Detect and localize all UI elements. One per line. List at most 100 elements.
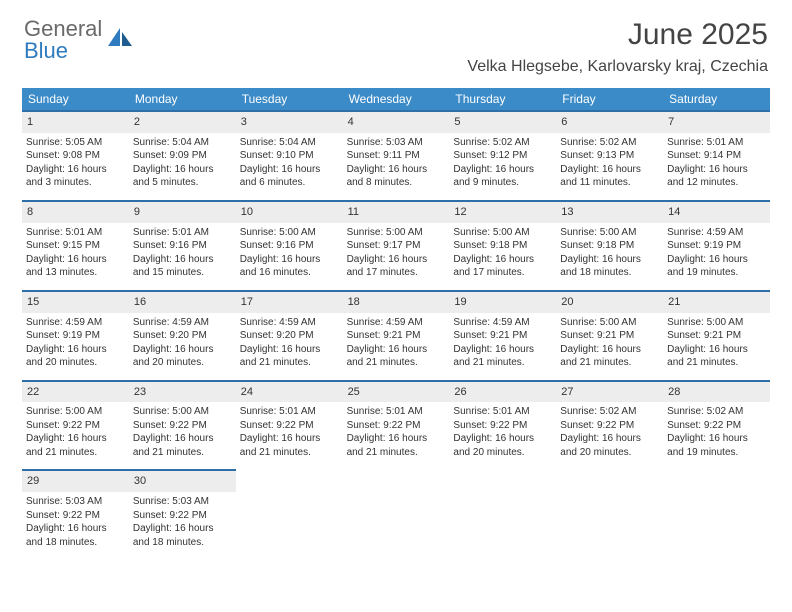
day-day1: Daylight: 16 hours: [26, 522, 125, 536]
day-cell: 12Sunrise: 5:00 AMSunset: 9:18 PMDayligh…: [449, 200, 556, 284]
day-number: 28: [663, 380, 770, 403]
day-sunrise: Sunrise: 4:59 AM: [347, 316, 446, 330]
day-cell: [556, 469, 663, 553]
week-row: 29Sunrise: 5:03 AMSunset: 9:22 PMDayligh…: [22, 469, 770, 553]
day-day1: Daylight: 16 hours: [347, 163, 446, 177]
day-sunrise: Sunrise: 4:59 AM: [240, 316, 339, 330]
day-sunset: Sunset: 9:16 PM: [240, 239, 339, 253]
day-cell: 7Sunrise: 5:01 AMSunset: 9:14 PMDaylight…: [663, 110, 770, 194]
day-number: 3: [236, 110, 343, 133]
day-cell: 21Sunrise: 5:00 AMSunset: 9:21 PMDayligh…: [663, 290, 770, 374]
day-sunset: Sunset: 9:08 PM: [26, 149, 125, 163]
day-number: 26: [449, 380, 556, 403]
day-number: 15: [22, 290, 129, 313]
day-day1: Daylight: 16 hours: [667, 253, 766, 267]
day-day2: and 20 minutes.: [26, 356, 125, 370]
day-day2: and 8 minutes.: [347, 176, 446, 190]
week-row: 8Sunrise: 5:01 AMSunset: 9:15 PMDaylight…: [22, 200, 770, 284]
day-cell: 28Sunrise: 5:02 AMSunset: 9:22 PMDayligh…: [663, 380, 770, 464]
day-number: 4: [343, 110, 450, 133]
day-cell: 11Sunrise: 5:00 AMSunset: 9:17 PMDayligh…: [343, 200, 450, 284]
week-row: 1Sunrise: 5:05 AMSunset: 9:08 PMDaylight…: [22, 110, 770, 194]
day-day1: Daylight: 16 hours: [667, 343, 766, 357]
day-number: 12: [449, 200, 556, 223]
day-number: 18: [343, 290, 450, 313]
day-day2: and 3 minutes.: [26, 176, 125, 190]
day-number: 19: [449, 290, 556, 313]
day-number: 23: [129, 380, 236, 403]
day-number: 1: [22, 110, 129, 133]
day-sunset: Sunset: 9:22 PM: [26, 419, 125, 433]
day-number: 8: [22, 200, 129, 223]
day-day1: Daylight: 16 hours: [240, 432, 339, 446]
day-day2: and 15 minutes.: [133, 266, 232, 280]
day-sunrise: Sunrise: 5:00 AM: [347, 226, 446, 240]
day-day1: Daylight: 16 hours: [133, 163, 232, 177]
day-number: 29: [22, 469, 129, 492]
day-day1: Daylight: 16 hours: [453, 432, 552, 446]
day-day1: Daylight: 16 hours: [453, 253, 552, 267]
day-number: 14: [663, 200, 770, 223]
day-day1: Daylight: 16 hours: [133, 522, 232, 536]
day-number: 10: [236, 200, 343, 223]
weekday-cell: Sunday: [22, 88, 129, 110]
day-day1: Daylight: 16 hours: [453, 343, 552, 357]
day-sunrise: Sunrise: 5:02 AM: [453, 136, 552, 150]
day-cell: 24Sunrise: 5:01 AMSunset: 9:22 PMDayligh…: [236, 380, 343, 464]
page-title: June 2025: [467, 18, 768, 52]
day-cell: 17Sunrise: 4:59 AMSunset: 9:20 PMDayligh…: [236, 290, 343, 374]
day-cell: 1Sunrise: 5:05 AMSunset: 9:08 PMDaylight…: [22, 110, 129, 194]
day-sunset: Sunset: 9:18 PM: [560, 239, 659, 253]
day-cell: [236, 469, 343, 553]
day-sunrise: Sunrise: 5:00 AM: [560, 316, 659, 330]
weekday-header-row: SundayMondayTuesdayWednesdayThursdayFrid…: [22, 88, 770, 110]
day-day2: and 21 minutes.: [347, 356, 446, 370]
day-cell: 3Sunrise: 5:04 AMSunset: 9:10 PMDaylight…: [236, 110, 343, 194]
day-sunset: Sunset: 9:21 PM: [667, 329, 766, 343]
day-sunset: Sunset: 9:16 PM: [133, 239, 232, 253]
day-sunset: Sunset: 9:18 PM: [453, 239, 552, 253]
day-sunrise: Sunrise: 5:03 AM: [26, 495, 125, 509]
day-day2: and 19 minutes.: [667, 446, 766, 460]
day-cell: 6Sunrise: 5:02 AMSunset: 9:13 PMDaylight…: [556, 110, 663, 194]
brand-line2: Blue: [24, 38, 68, 63]
day-sunset: Sunset: 9:22 PM: [133, 509, 232, 523]
day-day2: and 21 minutes.: [560, 356, 659, 370]
day-sunset: Sunset: 9:20 PM: [240, 329, 339, 343]
day-sunset: Sunset: 9:14 PM: [667, 149, 766, 163]
day-cell: 9Sunrise: 5:01 AMSunset: 9:16 PMDaylight…: [129, 200, 236, 284]
day-sunrise: Sunrise: 4:59 AM: [667, 226, 766, 240]
weekday-cell: Monday: [129, 88, 236, 110]
day-number: 24: [236, 380, 343, 403]
day-cell: 13Sunrise: 5:00 AMSunset: 9:18 PMDayligh…: [556, 200, 663, 284]
weekday-cell: Friday: [556, 88, 663, 110]
day-day1: Daylight: 16 hours: [240, 253, 339, 267]
brand-text: General Blue: [24, 18, 102, 62]
week-row: 22Sunrise: 5:00 AMSunset: 9:22 PMDayligh…: [22, 380, 770, 464]
day-day1: Daylight: 16 hours: [133, 343, 232, 357]
day-day1: Daylight: 16 hours: [560, 253, 659, 267]
day-day2: and 6 minutes.: [240, 176, 339, 190]
day-day1: Daylight: 16 hours: [453, 163, 552, 177]
day-sunrise: Sunrise: 5:02 AM: [560, 136, 659, 150]
day-sunrise: Sunrise: 5:01 AM: [347, 405, 446, 419]
day-sunset: Sunset: 9:13 PM: [560, 149, 659, 163]
weekday-cell: Wednesday: [343, 88, 450, 110]
day-day2: and 17 minutes.: [453, 266, 552, 280]
day-cell: 20Sunrise: 5:00 AMSunset: 9:21 PMDayligh…: [556, 290, 663, 374]
day-day2: and 16 minutes.: [240, 266, 339, 280]
day-sunset: Sunset: 9:20 PM: [133, 329, 232, 343]
day-day1: Daylight: 16 hours: [240, 343, 339, 357]
day-sunset: Sunset: 9:21 PM: [453, 329, 552, 343]
day-sunrise: Sunrise: 5:02 AM: [560, 405, 659, 419]
day-day1: Daylight: 16 hours: [26, 253, 125, 267]
day-cell: 29Sunrise: 5:03 AMSunset: 9:22 PMDayligh…: [22, 469, 129, 553]
day-number: 13: [556, 200, 663, 223]
day-number: 9: [129, 200, 236, 223]
day-day2: and 21 minutes.: [240, 446, 339, 460]
day-cell: 5Sunrise: 5:02 AMSunset: 9:12 PMDaylight…: [449, 110, 556, 194]
week-row: 15Sunrise: 4:59 AMSunset: 9:19 PMDayligh…: [22, 290, 770, 374]
day-sunset: Sunset: 9:21 PM: [560, 329, 659, 343]
day-day2: and 21 minutes.: [26, 446, 125, 460]
day-number: 11: [343, 200, 450, 223]
